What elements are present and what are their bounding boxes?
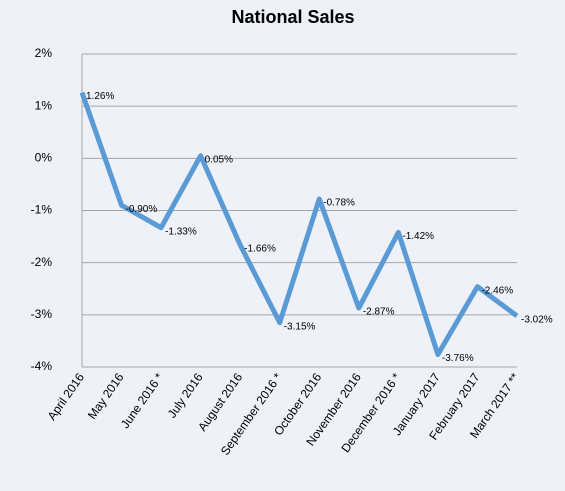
value-label: -1.66% [244,244,276,255]
y-tick-label: 2% [35,46,53,60]
chart-title: National Sales [231,7,354,27]
value-label: -3.02% [521,315,553,326]
x-tick-label: May 2016 [85,370,127,421]
value-label: 0.05% [205,154,233,165]
y-tick-label: -2% [31,255,53,269]
value-label: -1.33% [165,226,197,237]
x-tick-label: July 2016 [165,370,206,420]
value-label: 1.26% [86,91,114,102]
y-tick-label: -1% [31,203,53,217]
value-label: -3.76% [442,353,474,364]
x-tick-label: April 2016 [45,370,88,423]
y-tick-label: 1% [35,98,53,112]
y-tick-label: -3% [31,307,53,321]
value-label: -2.87% [363,307,395,318]
value-label: -0.90% [126,204,158,215]
line [79,91,519,357]
value-label: -0.78% [323,198,355,209]
y-tick-label: 0% [35,151,53,165]
value-label: -2.46% [481,285,513,296]
y-tick-label: -4% [31,359,53,373]
value-label: -3.15% [284,321,316,332]
value-label: -1.42% [402,231,434,242]
